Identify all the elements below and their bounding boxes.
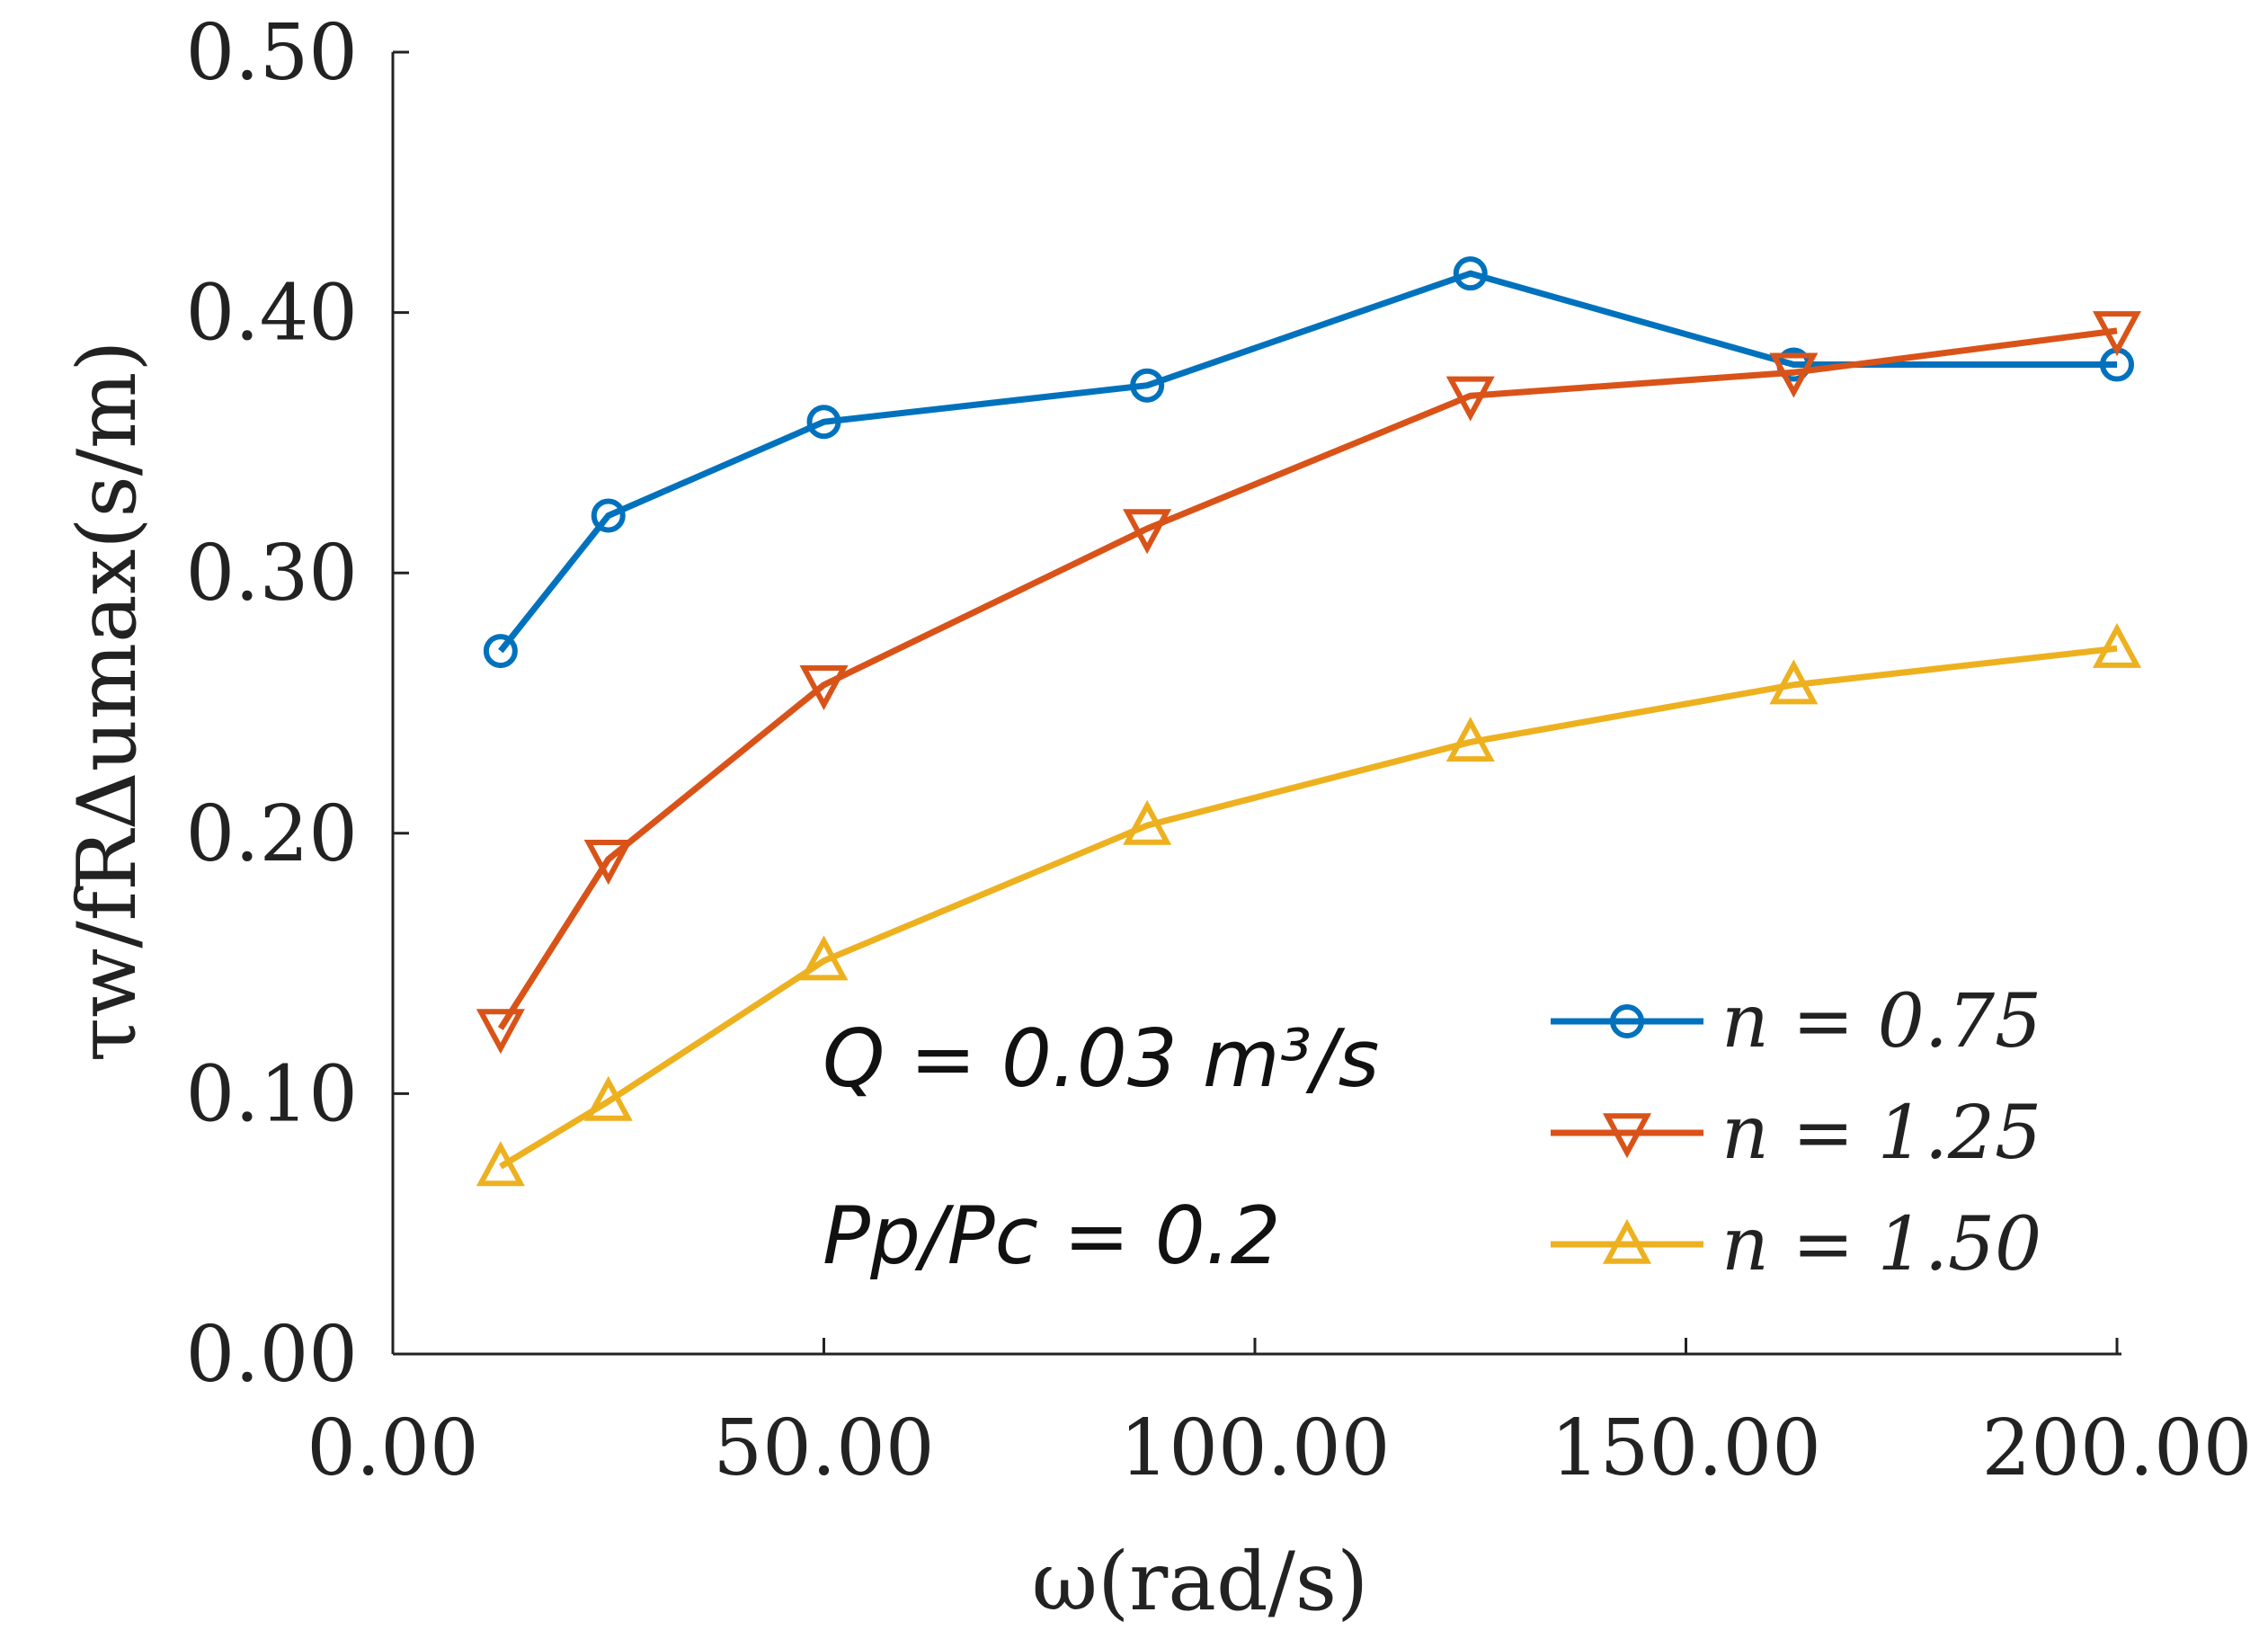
legend-entry-0: n = 0.75: [1551, 979, 2041, 1065]
data-point-2-6: [2092, 622, 2142, 668]
legend-entry-2: n = 1.50: [1551, 1202, 2041, 1287]
axes: [391, 52, 2121, 1356]
x-tick-label: 50.00: [713, 1403, 934, 1493]
data-point-0-1: [591, 498, 626, 533]
data-point-0-2: [806, 405, 841, 440]
x-axis-label: ω(rad/s): [1032, 1535, 1368, 1629]
data-point-2-5: [1769, 659, 1819, 705]
y-tick-label: 0.00: [186, 1310, 358, 1400]
series-line-1: [497, 327, 2118, 1030]
x-tick-label: 150.00: [1551, 1403, 1821, 1493]
data-point-1-4: [1445, 376, 1495, 422]
data-point-1-0: [476, 1009, 525, 1055]
data-point-2-4: [1445, 717, 1495, 762]
legend-entry-1: n = 1.25: [1551, 1091, 2041, 1176]
legend-marker: [1602, 1113, 1652, 1159]
data-point-1-5: [1769, 352, 1819, 398]
series-2: [476, 622, 2142, 1187]
ticks: 0.00 0.10 0.20 0.30 0.40 0.50 0.00 50.00 100.00 1…: [186, 8, 2253, 1493]
y-tick-label: 0.30: [186, 529, 358, 619]
data-point-2-0: [476, 1141, 525, 1187]
series-line-0: [498, 270, 2117, 654]
data-point-0-3: [1130, 368, 1165, 403]
series-layer: [476, 256, 2142, 1187]
legend-label: n = 1.50: [1721, 1202, 2041, 1287]
legend-label: n = 1.25: [1721, 1091, 2041, 1176]
legend-marker: [1602, 1218, 1652, 1264]
y-axis-label: τw/fRΔumax(s/m): [60, 340, 155, 1062]
legend: n = 0.75 n = 1.25 n = 1.50: [1551, 979, 2041, 1287]
x-tick-label: 0.00: [307, 1403, 478, 1493]
data-point-1-6: [2092, 311, 2142, 357]
data-point-2-3: [1123, 799, 1172, 845]
flow-rate-annotation: Q = 0.03 m³/s: [823, 1012, 1379, 1105]
pressure-ratio-annotation: Pp/Pc = 0.2: [823, 1189, 1281, 1282]
x-tick-label: 200.00: [1982, 1403, 2253, 1493]
data-point-2-2: [799, 935, 849, 981]
y-tick-label: 0.10: [186, 1049, 358, 1139]
legend-label: n = 0.75: [1721, 979, 2041, 1065]
x-tick-label: 100.00: [1120, 1403, 1391, 1493]
legend-marker: [1610, 1004, 1644, 1038]
series-1: [476, 311, 2142, 1055]
y-tick-label: 0.50: [186, 8, 358, 98]
data-point-2-1: [583, 1075, 633, 1121]
data-point-1-1: [583, 840, 633, 886]
data-point-0-0: [483, 634, 518, 669]
data-point-1-2: [799, 665, 849, 711]
y-tick-label: 0.40: [186, 269, 358, 359]
series-line-2: [499, 645, 2118, 1170]
y-tick-label: 0.20: [186, 789, 358, 879]
data-point-0-4: [1453, 256, 1488, 291]
annotations: Q = 0.03 m³/s Pp/Pc = 0.2: [823, 1012, 1379, 1282]
series-0: [483, 256, 2134, 669]
data-point-1-3: [1123, 509, 1172, 555]
